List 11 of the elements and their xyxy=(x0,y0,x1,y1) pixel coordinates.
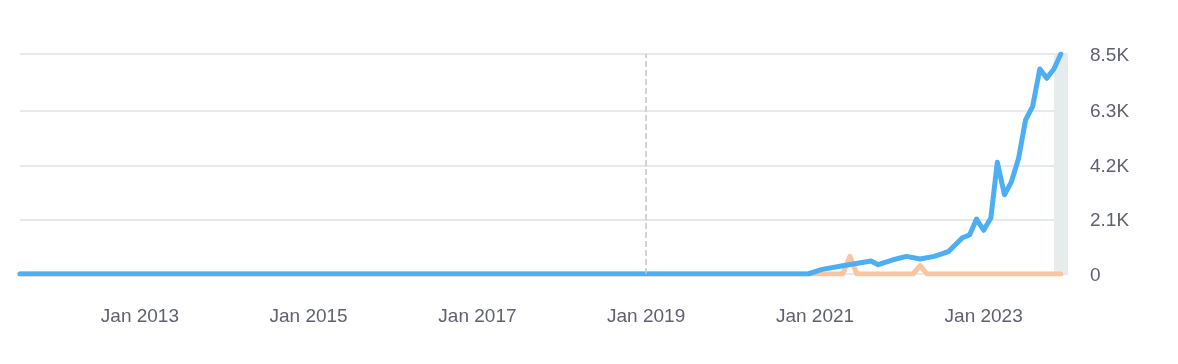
x-tick-label: Jan 2015 xyxy=(269,305,348,326)
x-tick-label: Jan 2023 xyxy=(944,305,1023,326)
y-tick-label: 4.2K xyxy=(1090,154,1130,176)
x-tick-label: Jan 2021 xyxy=(775,305,855,326)
y-tick-label: 6.3K xyxy=(1090,100,1130,122)
x-tick-label: Jan 2017 xyxy=(438,305,517,326)
x-tick-label: Jan 2013 xyxy=(100,305,179,326)
x-tick-label: Jan 2019 xyxy=(607,305,686,326)
y-tick-label: 2.1K xyxy=(1090,209,1130,231)
y-tick-label: 8.5K xyxy=(1090,43,1130,65)
y-tick-label: 0 xyxy=(1090,263,1101,285)
